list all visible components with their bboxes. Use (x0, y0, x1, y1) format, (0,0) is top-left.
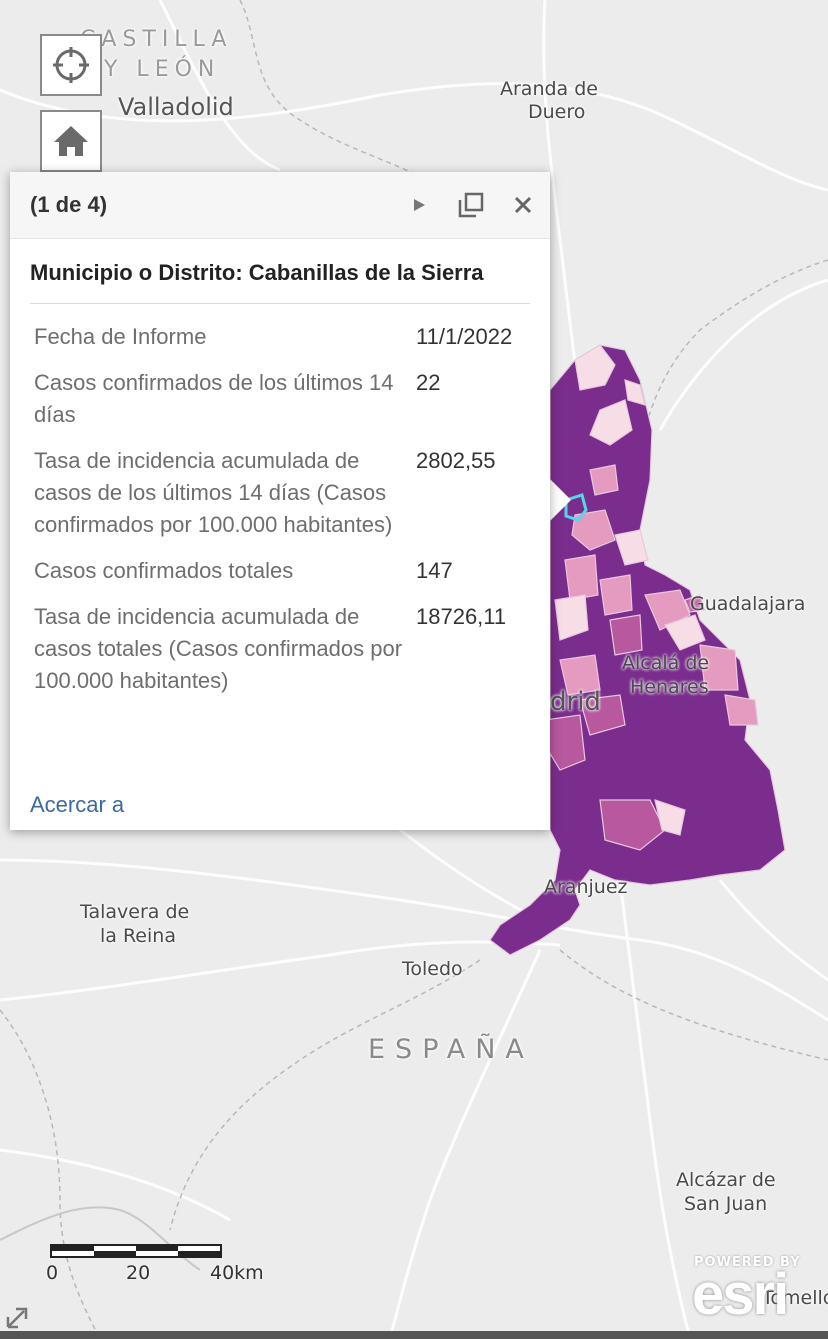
maximize-icon (458, 192, 484, 218)
label-region-2: Y LEÓN (104, 57, 221, 82)
expand-icon[interactable] (4, 1305, 30, 1331)
area-pale-7 (654, 799, 686, 836)
field-value: 18726,11 (416, 604, 507, 629)
home-icon (54, 126, 88, 156)
locate-button[interactable] (40, 34, 102, 96)
field-name: Fecha de Informe (34, 324, 207, 349)
home-button[interactable] (40, 110, 102, 172)
area-pale-2 (589, 399, 633, 446)
scale-label-20: 20 (126, 1262, 151, 1284)
field-value: 11/1/2022 (416, 324, 513, 349)
label-valladolid: Valladolid (118, 93, 234, 121)
area-light-8 (724, 694, 759, 726)
area-light-2 (571, 509, 616, 551)
field-name: Casos confirmados de los últimos 14 días (34, 370, 394, 427)
label-talavera-2: la Reina (100, 925, 176, 947)
powered-by-text: POWERED BY (694, 1255, 801, 1270)
zoom-to-link[interactable]: Acercar a (30, 792, 125, 817)
area-medium-2 (579, 694, 626, 736)
popup-title: Municipio o Distrito: Cabanillas de la S… (30, 260, 484, 285)
area-light-3 (564, 554, 599, 601)
area-pale-5 (554, 594, 589, 641)
esri-logo[interactable]: POWERED BY esri (692, 1255, 820, 1327)
table-row: Casos confirmados totales 147 (30, 548, 535, 594)
field-name: Casos confirmados totales (34, 558, 294, 583)
area-medium-4 (599, 799, 666, 851)
area-pale-4 (614, 529, 649, 566)
field-value: 22 (416, 370, 441, 395)
label-aranda-1: Aranda de (500, 78, 598, 100)
choropleth-madrid (489, 344, 786, 956)
crosshair-icon (53, 47, 89, 83)
feature-popup: (1 de 4) Municipio o Distrito: Cabanilla… (10, 172, 550, 830)
maximize-button[interactable] (456, 190, 486, 220)
popup-counter: (1 de 4) (30, 192, 108, 217)
area-light-1 (589, 464, 619, 496)
area-light-6 (559, 654, 601, 696)
scale-segment (52, 1246, 94, 1251)
label-aranjuez: Aranjuez (544, 876, 628, 898)
play-icon (414, 199, 425, 211)
area-light-7 (699, 644, 739, 691)
label-guadalajara: Guadalajara (690, 593, 806, 615)
field-value: 147 (416, 558, 453, 583)
area-medium-1 (609, 614, 643, 656)
label-aranda-2: Duero (528, 101, 586, 123)
area-pale-3 (624, 379, 646, 406)
label-alcazar-2: San Juan (684, 1193, 768, 1215)
popup-header: (1 de 4) (10, 172, 550, 239)
popup-pointer (549, 478, 571, 522)
label-espana: ESPAÑA (368, 1034, 534, 1065)
scale-segment (136, 1246, 178, 1251)
field-name: Tasa de incidencia acumulada de casos de… (34, 448, 393, 537)
area-medium-5 (684, 594, 706, 613)
area-pale-1 (574, 344, 616, 391)
label-talavera-1: Talavera de (80, 901, 190, 923)
label-region-1: CASTILLA (80, 27, 233, 52)
scale-bar-graphic (50, 1244, 222, 1258)
field-value: 2802,55 (416, 448, 496, 473)
table-row: Fecha de Informe 11/1/2022 (30, 314, 535, 360)
table-row: Casos confirmados de los últimos 14 días… (30, 360, 535, 438)
bottom-bar (0, 1331, 828, 1339)
label-madrid: drid (550, 687, 601, 717)
label-toledo: Toledo (402, 958, 463, 980)
label-alcala-2: Henares (630, 676, 709, 698)
label-alcala-1: Alcalá de (622, 652, 710, 674)
scale-label-0: 0 (46, 1262, 59, 1284)
scale-segment (178, 1251, 220, 1256)
field-name: Tasa de incidencia acumulada de casos to… (34, 604, 403, 693)
close-button[interactable] (508, 190, 538, 220)
table-row: Tasa de incidencia acumulada de casos de… (30, 438, 535, 548)
next-feature-button[interactable] (404, 190, 434, 220)
esri-wordmark: esri (692, 1262, 789, 1327)
area-light-4 (599, 574, 633, 616)
label-tomelloso: Tomello (762, 1287, 828, 1309)
area-pale-6 (664, 614, 706, 651)
close-icon (514, 196, 532, 214)
scale-segment (94, 1251, 136, 1256)
label-alcazar-1: Alcázar de (676, 1169, 776, 1191)
scale-label-40: 40km (210, 1262, 264, 1284)
attribute-table: Fecha de Informe 11/1/2022 Casos confirm… (30, 314, 535, 704)
selected-municipality (564, 493, 588, 522)
popup-divider (30, 303, 530, 304)
table-row: Tasa de incidencia acumulada de casos to… (30, 594, 535, 704)
